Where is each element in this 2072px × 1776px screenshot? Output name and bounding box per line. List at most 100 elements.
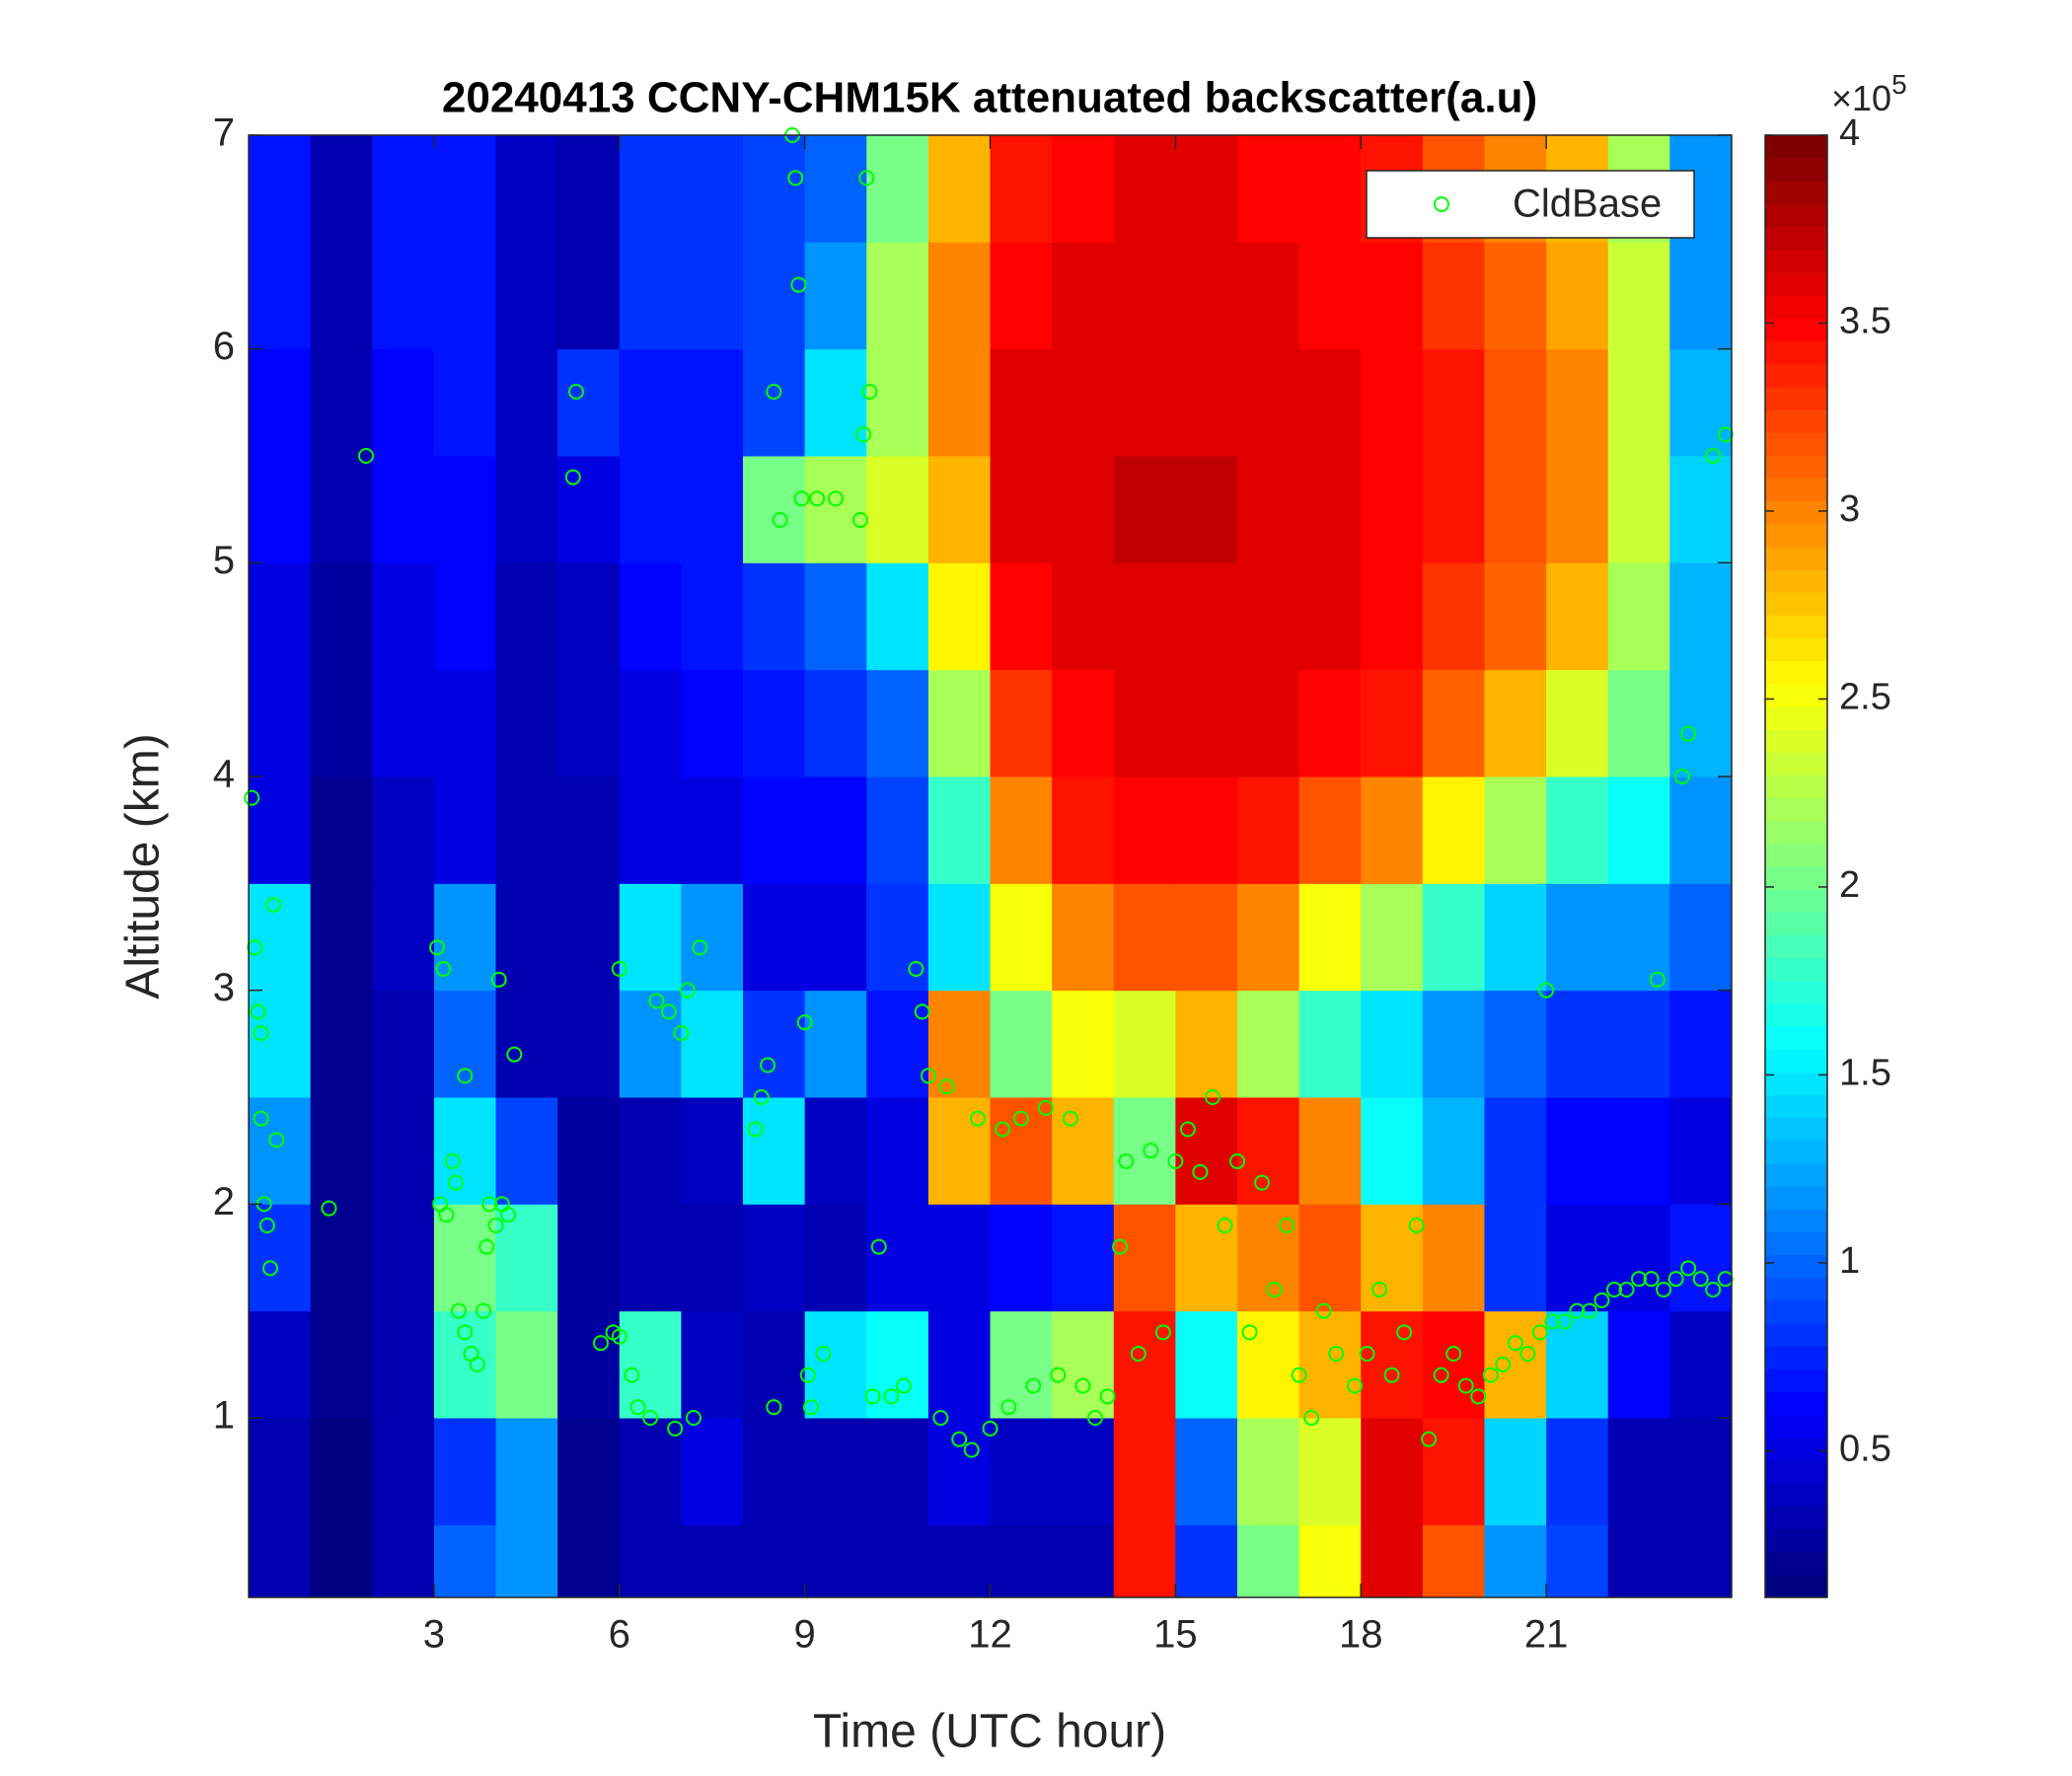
heatmap-cell — [433, 1524, 496, 1598]
y-tick-label: 1 — [213, 1394, 235, 1438]
heatmap-cell — [433, 562, 496, 671]
heatmap-cell — [433, 1418, 496, 1525]
cloud-base-point — [1371, 1282, 1388, 1297]
y-tick-label: 7 — [213, 111, 235, 155]
cloud-base-point — [883, 1388, 900, 1405]
colorbar-band — [1765, 271, 1827, 296]
heatmap-cell — [372, 135, 435, 243]
heatmap-cell — [1669, 669, 1733, 777]
heatmap-cell — [866, 242, 929, 350]
heatmap-cell — [927, 348, 991, 457]
heatmap-cell — [804, 990, 867, 1098]
cloud-base-point — [802, 1399, 819, 1416]
heatmap-cell — [619, 348, 682, 457]
heatmap-cell — [1052, 1097, 1115, 1205]
heatmap-cell — [866, 669, 929, 777]
legend-label: CldBase — [1513, 183, 1662, 226]
heatmap-cell — [1607, 1310, 1670, 1419]
heatmap-cell — [557, 562, 621, 671]
heatmap-cell — [927, 1097, 991, 1205]
cloud-base-point — [1433, 1367, 1449, 1383]
heatmap-cell — [1422, 456, 1485, 563]
heatmap-cell — [1484, 777, 1547, 884]
heatmap-cell — [927, 990, 991, 1098]
heatmap-cell — [372, 348, 435, 457]
heatmap-cell — [866, 1524, 929, 1598]
cloud-base-point — [864, 1388, 881, 1405]
heatmap-cell — [619, 1204, 682, 1312]
cloud-base-point — [766, 384, 782, 400]
chart-title: 20240413 CCNY-CHM15K attenuated backscat… — [442, 74, 1537, 122]
heatmap-cell — [1669, 1524, 1733, 1598]
cloud-base-point — [1012, 1110, 1029, 1127]
cloud-base-point — [747, 1121, 764, 1138]
cloud-base-point — [938, 1078, 955, 1095]
heatmap-cell — [310, 777, 373, 884]
heatmap-cell — [804, 135, 867, 243]
heatmap-cell — [433, 456, 496, 563]
heatmap-cell — [1298, 1204, 1362, 1312]
heatmap-cell — [557, 1204, 621, 1312]
heatmap-cell — [1237, 1524, 1300, 1598]
heatmap-cell — [1298, 1310, 1362, 1419]
heatmap-cell — [927, 135, 991, 243]
heatmap-cell — [1607, 348, 1670, 457]
heatmap-cell — [1052, 1310, 1115, 1419]
cloud-base-point — [253, 1110, 269, 1127]
cloud-base-point — [1556, 1313, 1573, 1330]
cloud-base-point — [969, 1110, 986, 1127]
colorbar-band — [1765, 340, 1827, 365]
heatmap-cell — [990, 1310, 1053, 1419]
heatmap-cell — [1484, 242, 1547, 350]
heatmap-cell — [619, 990, 682, 1098]
cloud-base-point — [914, 1003, 930, 1020]
heatmap-cell — [866, 777, 929, 884]
heatmap-cell — [1546, 348, 1609, 457]
heatmap-cell — [1175, 135, 1238, 243]
heatmap-cell — [804, 883, 867, 992]
y-tick-label: 5 — [213, 539, 235, 582]
heatmap-cell — [1484, 348, 1547, 457]
cloud-base-point — [450, 1302, 467, 1319]
heatmap-cell — [1484, 1524, 1547, 1598]
y-tick-label: 4 — [213, 753, 235, 796]
cloud-base-point — [1680, 1260, 1697, 1277]
heatmap-cell — [1669, 1310, 1733, 1419]
cloud-base-point — [1457, 1377, 1474, 1394]
cloud-base-point — [567, 384, 584, 400]
heatmap-cell — [372, 456, 435, 563]
heatmap-cell — [619, 562, 682, 671]
cloud-base-point — [475, 1302, 491, 1319]
legend-marker — [1434, 196, 1449, 212]
heatmap-cell — [1298, 135, 1362, 243]
heatmap-cell — [495, 242, 558, 350]
heatmap-cell — [1175, 242, 1238, 350]
heatmap-cell — [1113, 456, 1176, 563]
heatmap-cell — [990, 883, 1053, 992]
heatmap-cell — [1052, 1524, 1115, 1598]
heatmap-cell — [1361, 1310, 1424, 1419]
heatmap-cell — [1175, 348, 1238, 457]
heatmap-cell — [681, 242, 744, 350]
heatmap-cell — [1113, 135, 1176, 243]
cloud-base-point — [1346, 1377, 1363, 1394]
heatmap-cell — [495, 777, 558, 884]
heatmap-cell — [557, 348, 621, 457]
heatmap-cell — [1607, 456, 1670, 563]
cloud-base-point — [457, 1324, 474, 1341]
heatmap-cell — [495, 456, 558, 563]
heatmap-cell — [1422, 669, 1485, 777]
x-tick-label: 9 — [794, 1613, 816, 1657]
heatmap-cell — [1237, 242, 1300, 350]
cloud-base-point — [667, 1420, 684, 1437]
heatmap-cell — [1546, 777, 1609, 884]
heatmap-cell — [249, 562, 312, 671]
heatmap-cell — [1298, 669, 1362, 777]
heatmap-cell — [1669, 777, 1733, 884]
heatmap-cell — [743, 1524, 806, 1598]
heatmap-cell — [927, 777, 991, 884]
heatmap-cell — [619, 777, 682, 884]
legend: CldBase — [1366, 170, 1695, 239]
cloud-base-point — [1315, 1302, 1332, 1319]
heatmap-cell — [743, 1097, 806, 1205]
